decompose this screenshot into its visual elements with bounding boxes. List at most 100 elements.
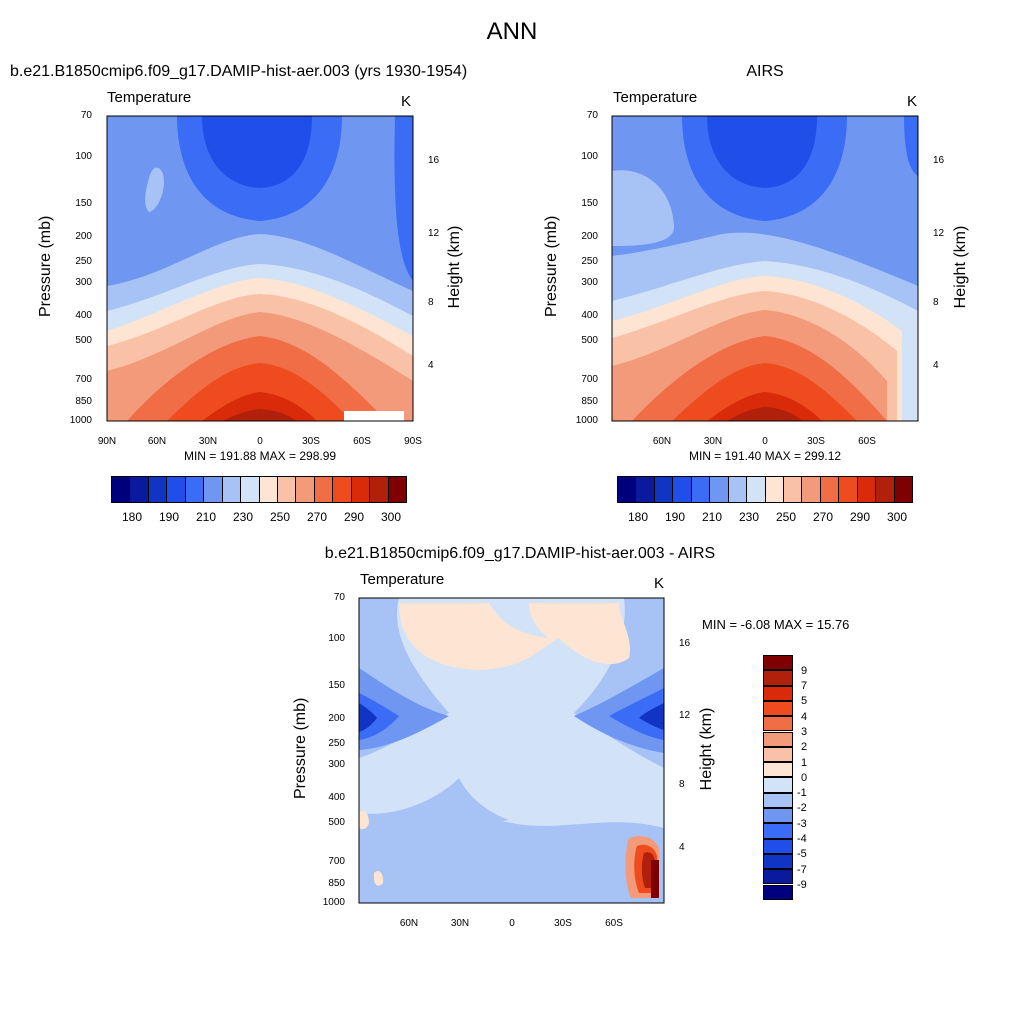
diff-colorbar-label: -3	[797, 818, 807, 830]
colorbar-swatch	[673, 477, 692, 502]
diff-colorbar	[763, 655, 793, 900]
diff-pressure-tick: 1000	[322, 897, 345, 908]
diff-colorbar-label: 5	[801, 695, 808, 707]
left-colorbar-label: 270	[306, 510, 328, 524]
diff-pressure-tick: 150	[328, 680, 345, 691]
diff-pressure-tick: 300	[328, 759, 345, 770]
colorbar-swatch	[314, 477, 334, 502]
diff-units-label: K	[654, 575, 665, 592]
colorbar-swatch	[728, 477, 748, 502]
diff-colorbar-swatch-7	[763, 746, 793, 763]
left-pressure-tick: 500	[75, 335, 92, 346]
colorbar-swatch	[185, 477, 205, 502]
left-pressure-tick: 200	[75, 231, 92, 242]
right-colorbar	[617, 476, 913, 503]
diff-colorbar-label: 3	[801, 726, 808, 738]
right-colorbar-label: 190	[664, 510, 686, 524]
left-colorbar-label: 290	[343, 510, 365, 524]
left-colorbar-label: 210	[195, 510, 217, 524]
right-colorbar-label: 180	[627, 510, 649, 524]
right-pressure-tick: 1000	[575, 415, 598, 426]
right-units-label: K	[907, 93, 918, 110]
left-pressure-tick: 100	[75, 151, 92, 162]
colorbar-swatch	[894, 477, 912, 502]
left-pressure-tick: 250	[75, 256, 92, 267]
right-pressure-axis-title: Pressure (mb)	[543, 215, 560, 317]
colorbar-swatch	[204, 477, 223, 502]
left-colorbar-label: 300	[380, 510, 402, 524]
right-lat-tick: 30S	[807, 436, 825, 447]
right-height-tick: 4	[933, 360, 939, 371]
diff-colorbar-label: 0	[801, 772, 808, 784]
colorbar-swatch	[876, 477, 895, 502]
colorbar-swatch	[333, 477, 352, 502]
colorbar-swatch	[710, 477, 729, 502]
left-lat-tick: 30S	[302, 436, 320, 447]
page-title: ANN	[486, 18, 538, 45]
right-height-tick: 16	[933, 155, 945, 166]
diff-colorbar-label: 4	[801, 711, 808, 723]
left-lat-tick: 30N	[198, 436, 218, 447]
diff-pressure-tick: 500	[328, 817, 345, 828]
left-colorbar-label: 230	[232, 510, 254, 524]
right-pressure-tick: 70	[586, 110, 598, 121]
right-pressure-tick: 100	[581, 151, 598, 162]
diff-pressure-tick: 70	[333, 592, 345, 603]
left-height-tick: 12	[428, 228, 440, 239]
right-colorbar-label: 290	[849, 510, 871, 524]
diff-panel-title: b.e21.B1850cmip6.f09_g17.DAMIP-hist-aer.…	[324, 545, 716, 562]
diff-colorbar-label: 7	[801, 680, 808, 692]
left-minmax-label: MIN = 191.88 MAX = 298.99	[183, 449, 337, 463]
diff-lat-tick: 0	[509, 918, 515, 929]
left-colorbar-label: 180	[121, 510, 143, 524]
diff-lat-tick: 60N	[399, 918, 419, 929]
right-variable-label: Temperature	[613, 89, 698, 106]
right-height-tick: 8	[933, 297, 939, 308]
diff-colorbar-label: 9	[801, 665, 808, 677]
colorbar-swatch	[241, 477, 260, 502]
diff-colorbar-label: -9	[797, 879, 807, 891]
diff-colorbar-swatch-2	[763, 670, 793, 686]
diff-colorbar-swatch-4	[763, 700, 793, 717]
left-pressure-axis-title: Pressure (mb)	[37, 215, 54, 317]
diff-colorbar-swatch-15	[763, 869, 793, 885]
diff-minmax-label: MIN = -6.08 MAX = 15.76	[702, 617, 850, 632]
right-contour-plot	[611, 115, 919, 422]
colorbar-swatch	[747, 477, 766, 502]
diff-colorbar-swatch-16	[763, 884, 793, 900]
colorbar-swatch	[112, 477, 131, 502]
left-pressure-tick: 400	[75, 310, 92, 321]
diff-colorbar-label: -5	[797, 848, 807, 860]
right-lat-tick: 60N	[652, 436, 672, 447]
diff-pressure-tick: 850	[328, 878, 345, 889]
colorbar-swatch	[259, 477, 278, 502]
right-minmax-label: MIN = 191.40 MAX = 299.12	[688, 449, 842, 463]
diff-colorbar-swatch-13	[763, 838, 793, 854]
left-height-tick: 8	[428, 297, 434, 308]
right-pressure-tick: 150	[581, 198, 598, 209]
colorbar-swatch	[296, 477, 315, 502]
right-lat-tick: 30N	[703, 436, 723, 447]
colorbar-swatch	[783, 477, 803, 502]
colorbar-swatch	[130, 477, 149, 502]
diff-colorbar-swatch-5	[763, 716, 793, 732]
right-height-tick: 12	[933, 228, 945, 239]
right-pressure-tick: 850	[581, 396, 598, 407]
right-colorbar-label: 250	[775, 510, 797, 524]
diff-pressure-axis-title: Pressure (mb)	[292, 697, 309, 799]
diff-height-tick: 12	[679, 710, 691, 721]
right-colorbar-label: 300	[886, 510, 908, 524]
right-lat-tick: 60S	[858, 436, 876, 447]
right-pressure-tick: 400	[581, 310, 598, 321]
diff-colorbar-swatch-10	[763, 792, 793, 808]
diff-colorbar-swatch-9	[763, 777, 793, 793]
colorbar-swatch	[654, 477, 674, 502]
diff-colorbar-swatch-3	[763, 685, 793, 701]
colorbar-swatch	[388, 477, 406, 502]
diff-pressure-tick: 100	[328, 633, 345, 644]
right-pressure-tick: 250	[581, 256, 598, 267]
left-colorbar-label: 250	[269, 510, 291, 524]
diff-height-tick: 16	[679, 638, 691, 649]
left-lat-tick: 0	[257, 436, 263, 447]
diff-colorbar-swatch-6	[763, 731, 793, 747]
